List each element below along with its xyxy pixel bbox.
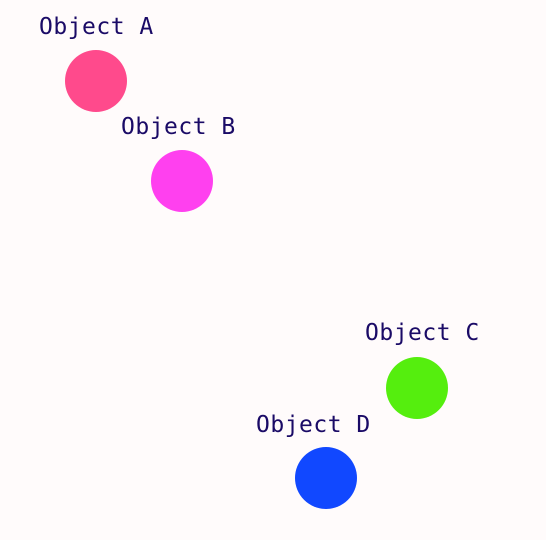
object-d-circle: [295, 447, 357, 509]
object-c-label: Object C: [365, 320, 480, 346]
object-a-label: Object A: [39, 14, 154, 40]
object-b-label: Object B: [121, 114, 236, 140]
object-c-circle: [386, 357, 448, 419]
object-b-circle: [151, 150, 213, 212]
object-a-circle: [65, 50, 127, 112]
object-d-label: Object D: [256, 412, 371, 438]
